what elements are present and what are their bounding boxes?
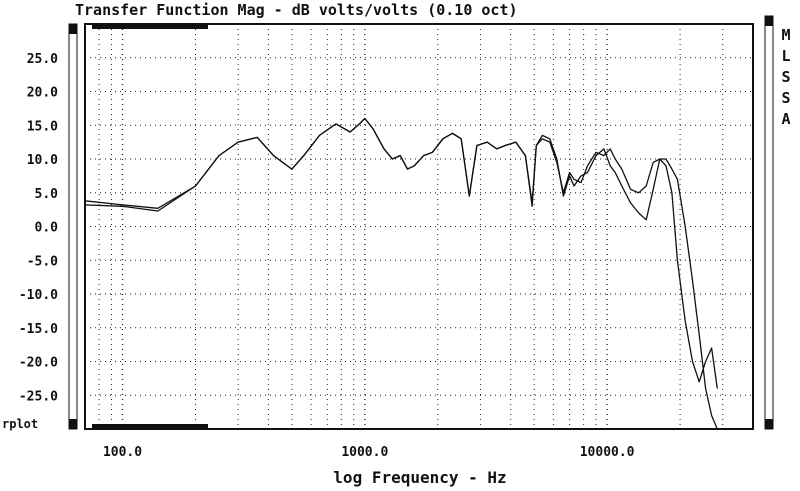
y-tick-labels: 25.0 20.0 15.0 10.0 5.0 0.0 -5.0 -10.0 -15.0 -20.… xyxy=(19,52,58,405)
y-tick-label: -10.0 xyxy=(19,288,58,303)
top-thumb-bar xyxy=(92,24,208,29)
response-curve-2 xyxy=(84,117,718,389)
x-axis-label: log Frequency - Hz xyxy=(333,468,506,487)
y-tick-label: 25.0 xyxy=(27,52,58,67)
response-curve-1 xyxy=(84,117,718,430)
side-label-letter: M xyxy=(781,26,790,44)
left-scroll-down-arrow[interactable] xyxy=(69,419,77,429)
y-tick-label: -15.0 xyxy=(19,322,58,337)
side-label-letter: L xyxy=(781,47,790,65)
y-tick-label: 15.0 xyxy=(27,119,58,134)
side-label-letter: S xyxy=(781,89,790,107)
right-scroll-up-arrow[interactable] xyxy=(765,16,773,26)
x-tick-labels: 100.0 1000.0 10000.0 xyxy=(103,445,635,460)
bottom-thumb-bar xyxy=(92,424,208,429)
left-scrollbar[interactable] xyxy=(68,23,78,430)
x-tick-label: 10000.0 xyxy=(580,445,635,460)
side-label-letter: A xyxy=(781,110,790,128)
right-scroll-down-arrow[interactable] xyxy=(765,419,773,429)
x-tick-label: 100.0 xyxy=(103,445,142,460)
y-tick-label: -25.0 xyxy=(19,389,58,404)
grid-lines xyxy=(85,24,753,429)
right-scrollbar[interactable] xyxy=(764,15,774,430)
chart-title: Transfer Function Mag - dB volts/volts (… xyxy=(75,1,518,19)
y-tick-label: 5.0 xyxy=(35,187,59,202)
y-tick-label: 20.0 xyxy=(27,86,58,101)
left-scroll-up-arrow[interactable] xyxy=(69,24,77,34)
curves xyxy=(84,117,718,430)
y-tick-label: -5.0 xyxy=(27,254,58,269)
side-label-letter: S xyxy=(781,68,790,86)
y-tick-label: 10.0 xyxy=(27,153,58,168)
y-tick-label: 0.0 xyxy=(35,221,59,236)
overlay-label: rplot xyxy=(2,417,38,431)
x-tick-label: 1000.0 xyxy=(341,445,388,460)
y-tick-label: -20.0 xyxy=(19,356,58,371)
